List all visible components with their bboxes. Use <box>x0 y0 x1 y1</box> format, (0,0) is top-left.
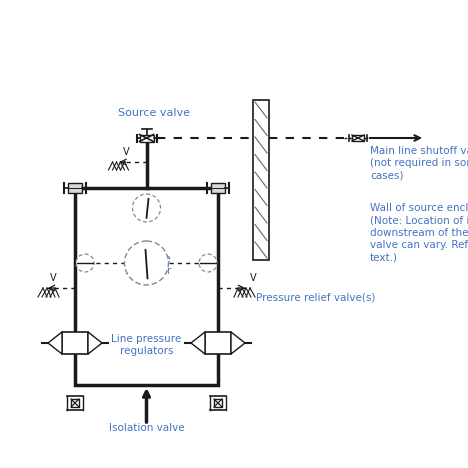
Bar <box>68 183 82 193</box>
Circle shape <box>76 254 94 272</box>
Polygon shape <box>88 332 102 354</box>
Text: Line pressure
regulators: Line pressure regulators <box>111 334 182 356</box>
Bar <box>71 399 79 407</box>
Text: V: V <box>250 273 256 283</box>
Text: Pressure relief valve(s): Pressure relief valve(s) <box>256 293 375 303</box>
Circle shape <box>199 254 217 272</box>
Text: Isolation valve: Isolation valve <box>109 423 184 433</box>
Text: Source valve: Source valve <box>118 108 190 118</box>
Polygon shape <box>48 332 62 354</box>
Bar <box>214 399 222 407</box>
Polygon shape <box>191 332 205 354</box>
Bar <box>75 188 218 385</box>
Circle shape <box>124 241 168 285</box>
Circle shape <box>132 194 161 222</box>
Bar <box>253 100 269 260</box>
Polygon shape <box>231 332 245 354</box>
Bar <box>139 134 154 141</box>
Bar <box>62 332 88 354</box>
Bar <box>352 135 364 141</box>
Text: Wall of source enclosure
(Note: Location of items
downstream of the source
valve: Wall of source enclosure (Note: Location… <box>370 203 468 263</box>
Text: Pressure
indicator: Pressure indicator <box>125 254 172 276</box>
Text: V: V <box>123 147 130 157</box>
Text: V: V <box>50 273 56 283</box>
Bar <box>211 183 225 193</box>
Bar <box>205 332 231 354</box>
Text: Main line shutoff valve
(not required in some
cases): Main line shutoff valve (not required in… <box>370 146 468 181</box>
